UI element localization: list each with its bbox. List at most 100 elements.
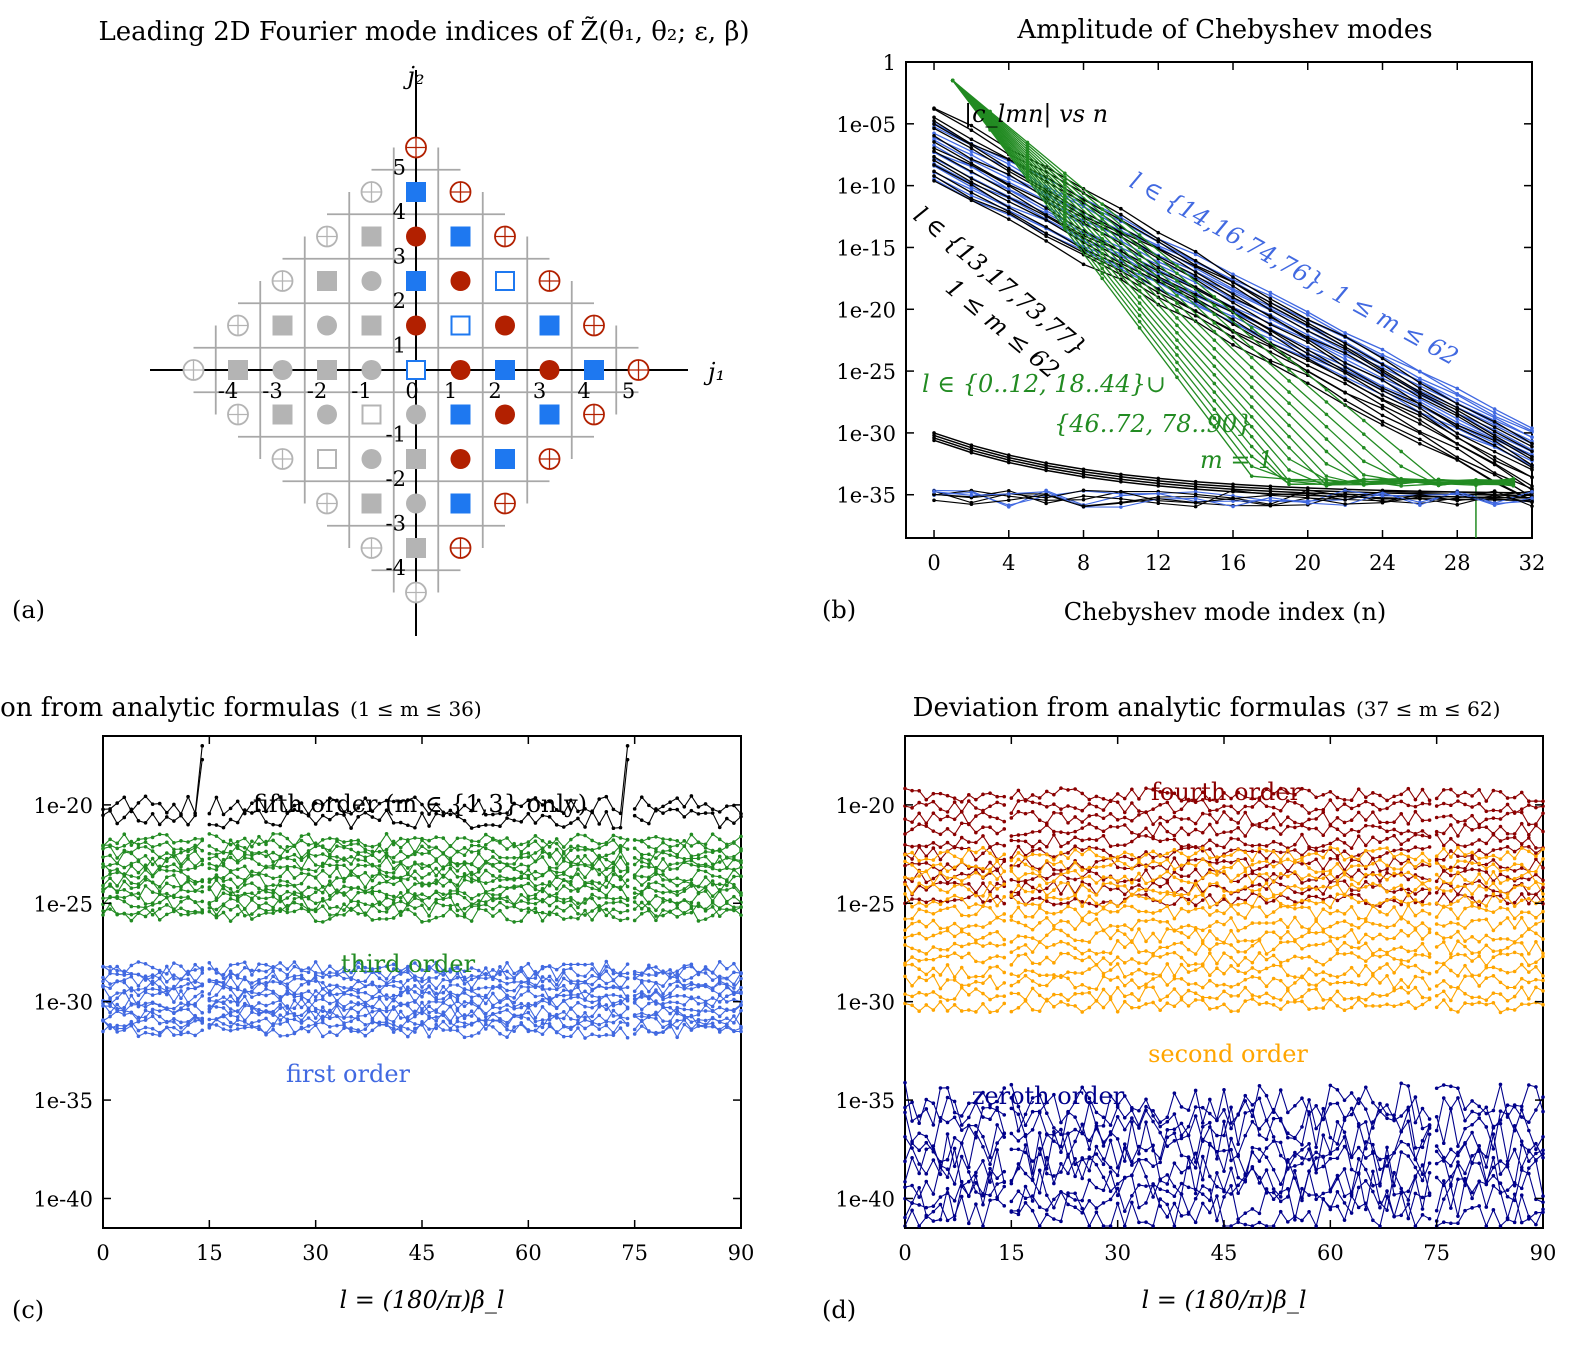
series-blue-point bbox=[590, 962, 594, 966]
series-green-point bbox=[611, 884, 616, 889]
series-black-point bbox=[583, 806, 587, 811]
series-green-point bbox=[618, 836, 623, 840]
series-green-point bbox=[661, 913, 665, 918]
series-green-point bbox=[1324, 424, 1329, 429]
series-darkred-point bbox=[1335, 827, 1340, 832]
series-green-point bbox=[292, 876, 297, 880]
series-noise-floor-point bbox=[1530, 504, 1534, 508]
series-blue-point bbox=[271, 969, 275, 973]
series-green-point bbox=[618, 918, 623, 923]
series-green-point bbox=[136, 859, 141, 864]
series-black-point bbox=[583, 825, 587, 829]
series-green-point bbox=[725, 845, 729, 849]
series-black-point bbox=[739, 812, 743, 816]
series-green-point bbox=[661, 883, 665, 888]
series-green-point bbox=[420, 866, 424, 870]
series-green-point bbox=[583, 875, 587, 880]
series-darkred-point bbox=[1413, 797, 1418, 802]
series-black-point bbox=[1455, 435, 1460, 439]
series-green-point bbox=[717, 874, 722, 879]
series-blue-point bbox=[647, 1001, 651, 1006]
series-darkred-point bbox=[1498, 839, 1503, 843]
series-darkred-point bbox=[1406, 838, 1411, 842]
series-blue bbox=[634, 966, 742, 980]
series-green-point bbox=[221, 850, 226, 854]
series-black-point bbox=[214, 795, 219, 800]
series-darkred-point bbox=[938, 880, 943, 885]
series-blue-point bbox=[413, 984, 417, 988]
series-green-point bbox=[285, 867, 290, 871]
series-green-point bbox=[264, 911, 268, 915]
series-blue-point bbox=[242, 965, 247, 970]
series-green-point bbox=[618, 910, 623, 915]
series-blue-point bbox=[725, 976, 729, 981]
lattice-filled-square bbox=[450, 226, 471, 247]
series-blue-point bbox=[932, 143, 936, 148]
series-blue-point bbox=[363, 984, 368, 989]
series-darkred-point bbox=[967, 799, 971, 803]
series-green-point bbox=[1212, 295, 1217, 299]
series-green-point bbox=[264, 887, 268, 891]
series-green-point bbox=[618, 899, 623, 904]
series-blue-point bbox=[101, 1029, 105, 1034]
series-black-point bbox=[1305, 358, 1310, 363]
series-blue-point bbox=[292, 977, 297, 981]
series-darkred-point bbox=[1484, 862, 1489, 867]
series-blue-point bbox=[413, 1026, 417, 1031]
series-green-point bbox=[1137, 319, 1142, 324]
series-green-point bbox=[604, 913, 609, 918]
series-green-point bbox=[476, 849, 481, 853]
series-blue-point bbox=[484, 976, 488, 981]
series-black-point bbox=[179, 813, 183, 818]
series-green-point bbox=[505, 876, 509, 881]
series-blue-point bbox=[342, 1004, 346, 1009]
series-black-point bbox=[533, 821, 538, 825]
series-black-point bbox=[668, 800, 672, 804]
series-blue-point bbox=[179, 989, 183, 993]
series-blue-point bbox=[540, 964, 545, 969]
series-darkred-point bbox=[981, 851, 985, 856]
series-green-point bbox=[533, 884, 538, 888]
series-green-point bbox=[250, 891, 254, 896]
series-green-point bbox=[143, 884, 148, 888]
series-green-point bbox=[689, 844, 694, 848]
series-black-point bbox=[363, 810, 368, 815]
series-green-point bbox=[1324, 462, 1329, 466]
series-green-point bbox=[561, 917, 566, 921]
series-blue-point bbox=[150, 1010, 155, 1015]
series-blue-point bbox=[462, 1013, 467, 1017]
series-green-point bbox=[703, 889, 708, 893]
series-blue-point bbox=[207, 998, 212, 1003]
series-darkred-point bbox=[1122, 843, 1127, 847]
panel-b-chebyshev: Amplitude of Chebyshev modes 0 4 8 12 16 20 24… bbox=[822, 15, 1545, 626]
series-green-point bbox=[703, 875, 708, 879]
series-blue-point bbox=[526, 1017, 531, 1021]
series-blue-point bbox=[115, 968, 119, 973]
series-darkred-point bbox=[981, 881, 985, 886]
series-green-point bbox=[597, 872, 602, 877]
series-blue-point bbox=[1418, 376, 1422, 381]
series-green-point bbox=[413, 876, 417, 881]
series-green-point bbox=[264, 864, 268, 869]
series-blue-point bbox=[1268, 290, 1273, 295]
series-blue-point bbox=[462, 987, 467, 991]
series-darkred-point bbox=[1222, 859, 1226, 863]
series-darkred-point bbox=[1314, 817, 1318, 821]
series-blue bbox=[634, 960, 742, 976]
series-black-point bbox=[455, 810, 460, 815]
series-green-point bbox=[590, 909, 594, 913]
series-blue-point bbox=[739, 971, 743, 975]
series-green-point bbox=[682, 898, 687, 902]
series-black-point bbox=[228, 806, 233, 811]
series-black-floor-point bbox=[1231, 482, 1235, 487]
series-blue-point bbox=[498, 1019, 502, 1024]
series-darkred-point bbox=[924, 861, 929, 865]
series-blue-point bbox=[292, 998, 297, 1003]
series-blue-point bbox=[207, 1022, 212, 1027]
series-green-point bbox=[398, 845, 403, 850]
series-blue-point bbox=[969, 193, 974, 198]
series-blue-point bbox=[165, 1025, 169, 1030]
series-green-point bbox=[1324, 474, 1329, 478]
series-darkred-point bbox=[1030, 848, 1035, 853]
series-green-point bbox=[271, 907, 275, 912]
